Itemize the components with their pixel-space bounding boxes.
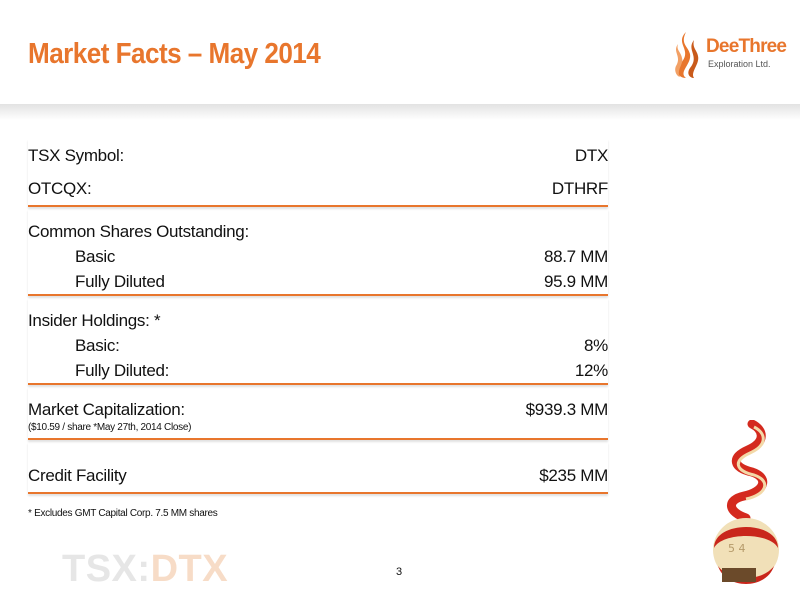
watermark-symbol: DTX [150, 548, 229, 590]
fact-value: 88.7 MM [543, 246, 608, 266]
fact-section: Credit Facility $235 MM [28, 442, 608, 494]
fact-value: $235 MM [539, 465, 608, 485]
fact-label: Fully Diluted: [75, 360, 170, 380]
fact-section: Market Capitalization: $939.3 MM ($10.59 /… [28, 387, 608, 440]
fact-section: Insider Holdings: * Basic: 8% Fully Diluted… [28, 298, 608, 385]
fact-row: Basic: 8% [28, 333, 608, 358]
fact-row: Market Capitalization: $939.3 MM [28, 397, 608, 422]
fact-section: Common Shares Outstanding: Basic 88.7 MM Fu… [28, 209, 608, 296]
fact-row: TSX Symbol: DTX [28, 139, 608, 172]
fact-value: $939.3 MM [525, 399, 609, 419]
apple-illustration: 5 4 [713, 420, 779, 584]
fact-row: Common Shares Outstanding: [28, 219, 608, 244]
fact-value: DTHRF [551, 178, 608, 198]
fact-value: DTX [574, 145, 608, 165]
svg-text:5 4: 5 4 [728, 542, 746, 555]
logo-subtitle: Exploration Ltd. [708, 59, 771, 69]
fact-value: 12% [574, 360, 608, 380]
fact-label: Basic [75, 246, 116, 266]
fact-label: Market Capitalization: [28, 399, 185, 419]
fact-label: TSX Symbol: [28, 145, 124, 165]
slide-title: Market Facts – May 2014 [28, 38, 321, 70]
fact-value: 95.9 MM [543, 271, 608, 291]
fact-row: Credit Facility $235 MM [28, 463, 608, 488]
fact-label: Insider Holdings: * [28, 310, 161, 330]
fact-row: OTCQX: DTHRF [28, 172, 608, 205]
watermark-exchange: TSX: [62, 548, 151, 590]
fact-row: Insider Holdings: * [28, 308, 608, 333]
fact-section: TSX Symbol: DTX OTCQX: DTHRF [28, 139, 608, 207]
fact-value: 8% [584, 335, 608, 355]
logo: DeeThree Exploration Ltd. [668, 30, 787, 80]
fact-row: Fully Diluted 95.9 MM [28, 269, 608, 294]
fact-label: Basic: [75, 335, 120, 355]
logo-name: DeeThree [706, 36, 787, 57]
facts-table: TSX Symbol: DTX OTCQX: DTHRF Common Shares O… [28, 139, 608, 494]
page-number: 3 [396, 566, 403, 578]
header-shadow [0, 104, 800, 120]
fact-label: Common Shares Outstanding: [28, 221, 249, 241]
fact-row: Basic 88.7 MM [28, 244, 608, 269]
watermark: TSX:DTX [62, 548, 228, 591]
logo-flame [675, 32, 699, 78]
header: Market Facts – May 2014 DeeThree Explora… [0, 0, 800, 108]
fact-label: Credit Facility [28, 465, 127, 485]
fact-note: ($10.59 / share *May 27th, 2014 Close) [28, 422, 192, 433]
fact-row: Fully Diluted: 12% [28, 358, 608, 383]
footnote: * Excludes GMT Capital Corp. 7.5 MM shar… [28, 508, 218, 519]
fact-label: OTCQX: [28, 178, 92, 198]
fact-label: Fully Diluted [75, 271, 165, 291]
